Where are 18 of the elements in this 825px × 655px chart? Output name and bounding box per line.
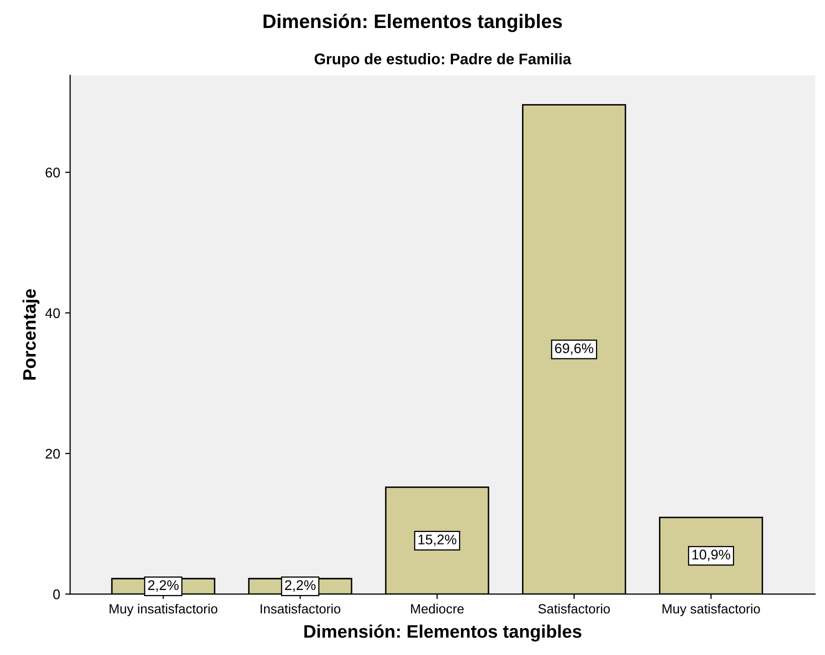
data-label: 2,2% — [285, 580, 316, 592]
chart-subtitle: Grupo de estudio: Padre de Familia — [314, 53, 572, 68]
x-tick-label: Insatisfactorio — [260, 604, 340, 614]
y-tick-label: 60 — [46, 168, 60, 178]
x-axis-title: Dimensión: Elementos tangibles — [304, 624, 582, 642]
y-axis-title: Porcentaje — [22, 289, 40, 380]
x-tick-label: Muy insatisfactorio — [110, 604, 218, 616]
x-tick-label: Mediocre — [411, 604, 464, 614]
x-tick-label: Muy satisfactorio — [662, 604, 760, 616]
y-tick-label: 0 — [53, 589, 60, 600]
y-tick-label: 40 — [45, 308, 60, 318]
data-label: 10,9% — [692, 550, 730, 562]
data-label: 69,6% — [555, 343, 594, 355]
data-label: 15,2% — [418, 534, 456, 546]
x-tick-label: Satisfactorio — [538, 604, 610, 614]
chart-title: Dimensión: Elementos tangibles — [264, 14, 562, 32]
data-label: 2,2% — [148, 580, 179, 592]
y-tick-label: 20 — [46, 448, 60, 459]
